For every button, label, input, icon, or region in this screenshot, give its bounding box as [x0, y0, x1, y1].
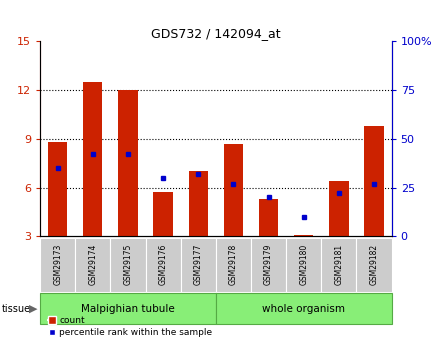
Text: GSM29180: GSM29180 [299, 244, 308, 285]
Bar [321, 238, 356, 292]
Bar [216, 238, 251, 292]
Text: GSM29176: GSM29176 [158, 244, 168, 285]
Bar [189, 171, 208, 236]
Bar [259, 199, 278, 236]
Text: whole organism: whole organism [262, 304, 345, 314]
Text: tissue: tissue [2, 304, 31, 314]
Bar [40, 293, 216, 324]
Text: GSM29178: GSM29178 [229, 244, 238, 285]
Bar [216, 293, 392, 324]
Bar [83, 82, 102, 236]
Bar [154, 193, 173, 236]
Bar [364, 126, 384, 236]
Text: GSM29174: GSM29174 [88, 244, 97, 285]
Title: GDS732 / 142094_at: GDS732 / 142094_at [151, 27, 281, 40]
Bar [251, 238, 286, 292]
Bar [286, 238, 321, 292]
Text: GSM29181: GSM29181 [334, 244, 344, 285]
Text: GSM29182: GSM29182 [369, 244, 379, 285]
Text: ▶: ▶ [29, 304, 37, 314]
Bar [294, 235, 313, 236]
Bar [329, 181, 348, 236]
Bar [75, 238, 110, 292]
Bar [146, 238, 181, 292]
Bar [118, 90, 138, 236]
Bar [48, 142, 67, 236]
Text: GSM29173: GSM29173 [53, 244, 62, 285]
Text: GSM29177: GSM29177 [194, 244, 203, 285]
Text: GSM29175: GSM29175 [123, 244, 133, 285]
Bar [110, 238, 146, 292]
Text: Malpighian tubule: Malpighian tubule [81, 304, 175, 314]
Bar [181, 238, 216, 292]
Legend: count, percentile rank within the sample: count, percentile rank within the sample [44, 313, 216, 341]
Text: GSM29179: GSM29179 [264, 244, 273, 285]
Bar [356, 238, 392, 292]
Bar [224, 144, 243, 236]
Bar [40, 238, 75, 292]
